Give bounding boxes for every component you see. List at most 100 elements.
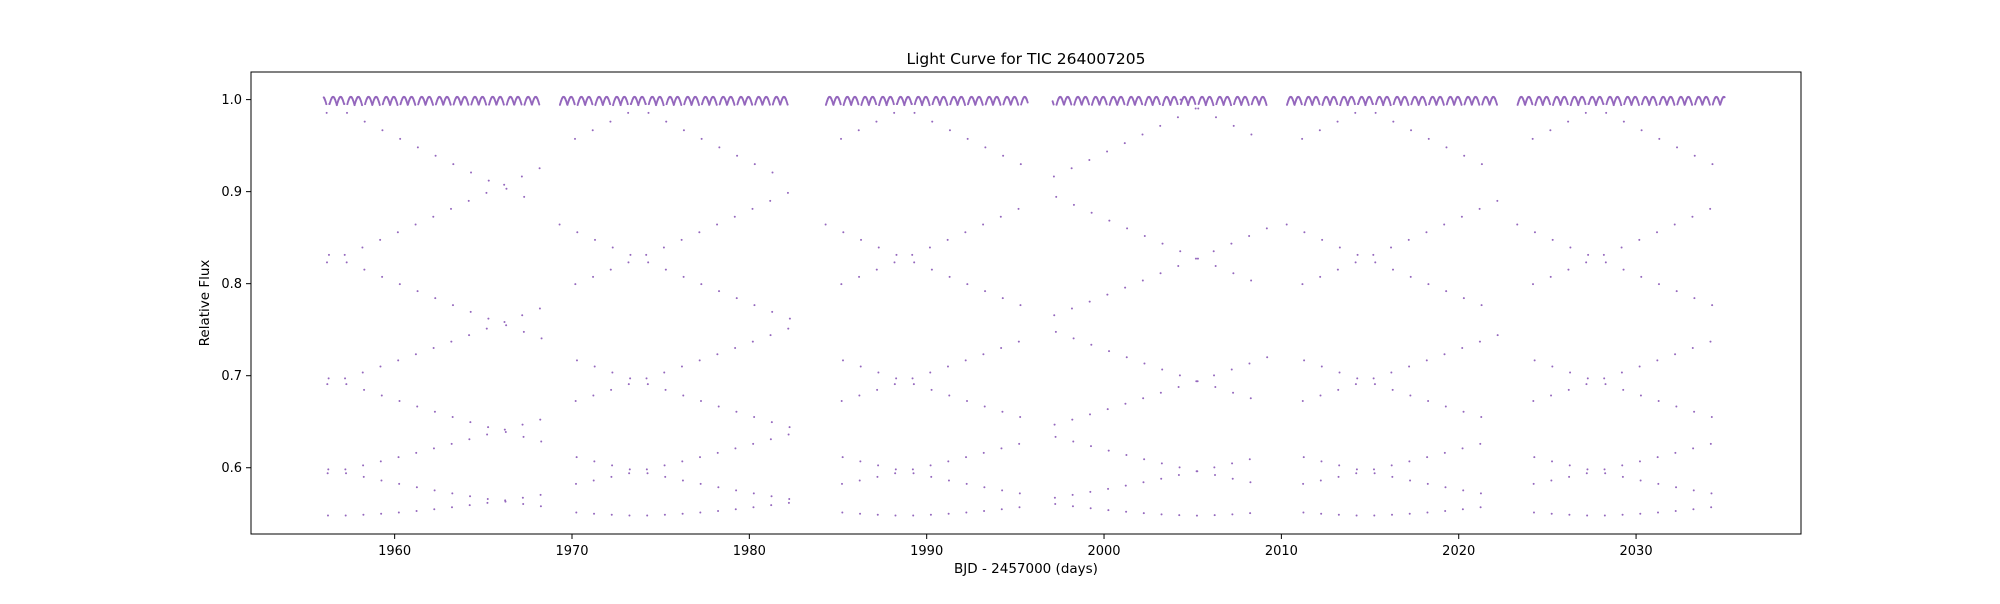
data-point <box>646 383 649 386</box>
data-point <box>1160 462 1163 465</box>
data-point <box>1142 512 1145 515</box>
data-point <box>1533 456 1536 459</box>
data-point <box>1161 368 1164 371</box>
data-point <box>1692 489 1695 492</box>
data-point <box>343 103 346 106</box>
data-point <box>380 394 383 397</box>
data-point <box>735 489 738 492</box>
data-point <box>1657 400 1660 403</box>
data-point <box>946 238 949 241</box>
data-point <box>770 495 773 498</box>
data-point <box>1160 477 1163 480</box>
data-point <box>1496 103 1498 106</box>
data-point <box>558 223 561 226</box>
data-point <box>735 410 738 413</box>
plot-frame <box>250 71 1802 535</box>
data-point <box>1443 353 1446 356</box>
data-point <box>1320 512 1323 515</box>
data-point <box>931 120 934 123</box>
data-point <box>503 320 506 323</box>
data-point <box>1107 449 1110 452</box>
data-point <box>344 377 347 380</box>
data-point <box>610 388 613 391</box>
data-point <box>875 103 878 106</box>
data-point <box>1019 163 1022 166</box>
data-point <box>1019 416 1022 418</box>
data-point <box>981 103 984 106</box>
data-point <box>1675 486 1678 489</box>
data-point <box>1568 475 1571 478</box>
data-point <box>699 400 702 403</box>
data-point <box>1176 103 1179 106</box>
data-point <box>662 246 665 249</box>
data-point <box>575 359 578 362</box>
data-point <box>521 423 524 426</box>
data-point <box>1390 464 1393 467</box>
data-point <box>841 511 844 514</box>
data-point <box>345 383 348 386</box>
data-point <box>1408 460 1411 463</box>
data-point <box>363 120 366 123</box>
data-point <box>912 383 915 386</box>
data-point <box>521 314 524 317</box>
data-point <box>893 383 896 386</box>
data-point <box>1197 107 1200 110</box>
data-point <box>1443 223 1446 226</box>
data-point <box>771 171 774 174</box>
data-point <box>452 163 455 166</box>
data-point <box>1070 103 1073 106</box>
data-point <box>1389 104 1392 107</box>
data-point <box>1708 103 1711 106</box>
x-tick-label: 1990 <box>910 544 943 559</box>
data-point <box>1143 362 1146 365</box>
data-point <box>699 511 702 514</box>
data-point <box>680 104 683 107</box>
data-point <box>859 460 862 463</box>
data-point <box>626 103 629 106</box>
data-point <box>787 327 790 330</box>
data-point <box>1177 386 1180 389</box>
data-point <box>1354 383 1357 386</box>
data-point <box>1355 472 1358 475</box>
data-point <box>611 371 614 374</box>
data-point <box>451 492 454 495</box>
data-point <box>1000 508 1003 511</box>
data-point <box>1711 304 1714 307</box>
data-point <box>487 317 490 320</box>
data-point <box>1462 297 1465 300</box>
data-point <box>414 223 417 226</box>
data-point <box>591 103 594 106</box>
data-point <box>1675 405 1678 408</box>
data-point <box>751 207 754 210</box>
data-point <box>929 464 932 467</box>
data-point <box>1106 150 1109 153</box>
data-point <box>1108 350 1111 353</box>
y-tick-label: 0.9 <box>221 185 242 200</box>
data-point <box>1568 464 1571 467</box>
data-point <box>467 199 470 202</box>
data-point <box>326 383 329 386</box>
data-point <box>1392 268 1394 271</box>
data-point <box>1053 496 1056 499</box>
data-point <box>1408 365 1411 368</box>
data-point <box>1710 492 1713 495</box>
data-point <box>1142 481 1145 484</box>
data-point <box>644 103 647 106</box>
data-point <box>1373 383 1376 386</box>
data-point <box>1002 154 1005 157</box>
data-point <box>876 513 879 516</box>
data-point <box>1569 246 1572 249</box>
y-axis-ticks: 0.6 0.7 0.8 0.9 1.0 <box>221 93 251 476</box>
data-point <box>503 183 506 186</box>
data-point <box>1230 242 1233 245</box>
data-point <box>1353 103 1356 106</box>
data-point <box>1354 111 1357 114</box>
data-point <box>1550 512 1553 515</box>
data-point <box>877 246 880 249</box>
data-point <box>1567 388 1570 391</box>
data-point <box>1123 142 1126 145</box>
data-point <box>1427 137 1430 140</box>
data-point <box>1336 268 1339 271</box>
data-point <box>1231 513 1234 516</box>
